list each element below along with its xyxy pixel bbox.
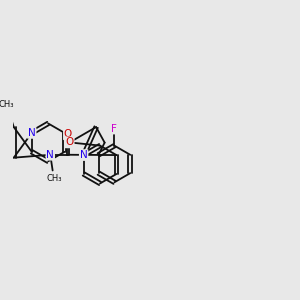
Text: N: N [80, 150, 88, 160]
Text: N: N [28, 128, 36, 138]
Text: O: O [65, 137, 74, 147]
Text: O: O [64, 129, 72, 139]
Text: CH₃: CH₃ [0, 100, 14, 109]
Text: CH₃: CH₃ [46, 173, 62, 182]
Text: N: N [46, 150, 54, 160]
Text: F: F [112, 124, 117, 134]
